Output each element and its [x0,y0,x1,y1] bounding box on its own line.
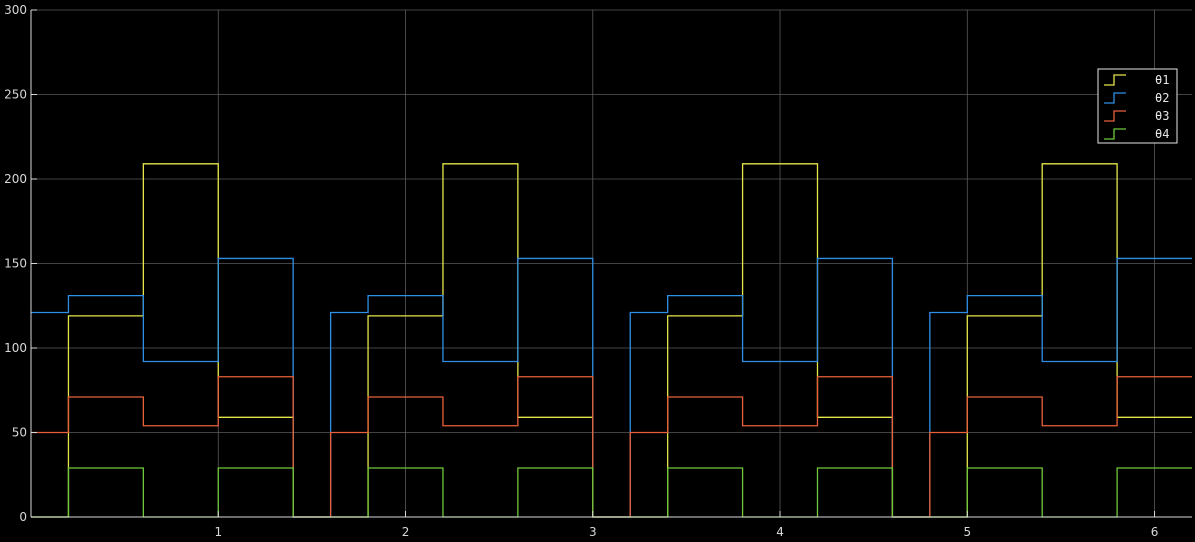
y-tick-label: 200 [4,172,27,186]
y-tick-label: 0 [19,510,27,524]
x-tick-label: 5 [963,525,971,539]
x-tick-label: 6 [1151,525,1159,539]
legend-swatch [1104,128,1126,140]
legend-label: θ4 [1155,127,1169,141]
axes [30,9,1192,518]
legend-swatch [1104,74,1126,86]
legend-label: θ1 [1155,73,1169,87]
x-tick-label: 1 [214,525,222,539]
legend-label: θ2 [1155,91,1169,105]
x-tick-label: 2 [402,525,410,539]
y-tick-label: 50 [12,426,27,440]
legend-swatch [1104,92,1126,104]
y-tick-label: 150 [4,257,27,271]
x-tick-label: 3 [589,525,597,539]
legend-box [1097,68,1178,144]
legend: θ1 θ2 θ3 θ4 [1097,68,1178,144]
y-tick-label: 300 [4,3,27,17]
legend-label: θ3 [1155,109,1169,123]
y-tick-label: 250 [4,88,27,102]
tick-labels: 1 2 3 4 5 6 0 50 100 150 200 250 300 [4,3,1158,539]
y-tick-label: 100 [4,341,27,355]
x-tick-label: 4 [776,525,784,539]
legend-swatch [1104,110,1126,122]
